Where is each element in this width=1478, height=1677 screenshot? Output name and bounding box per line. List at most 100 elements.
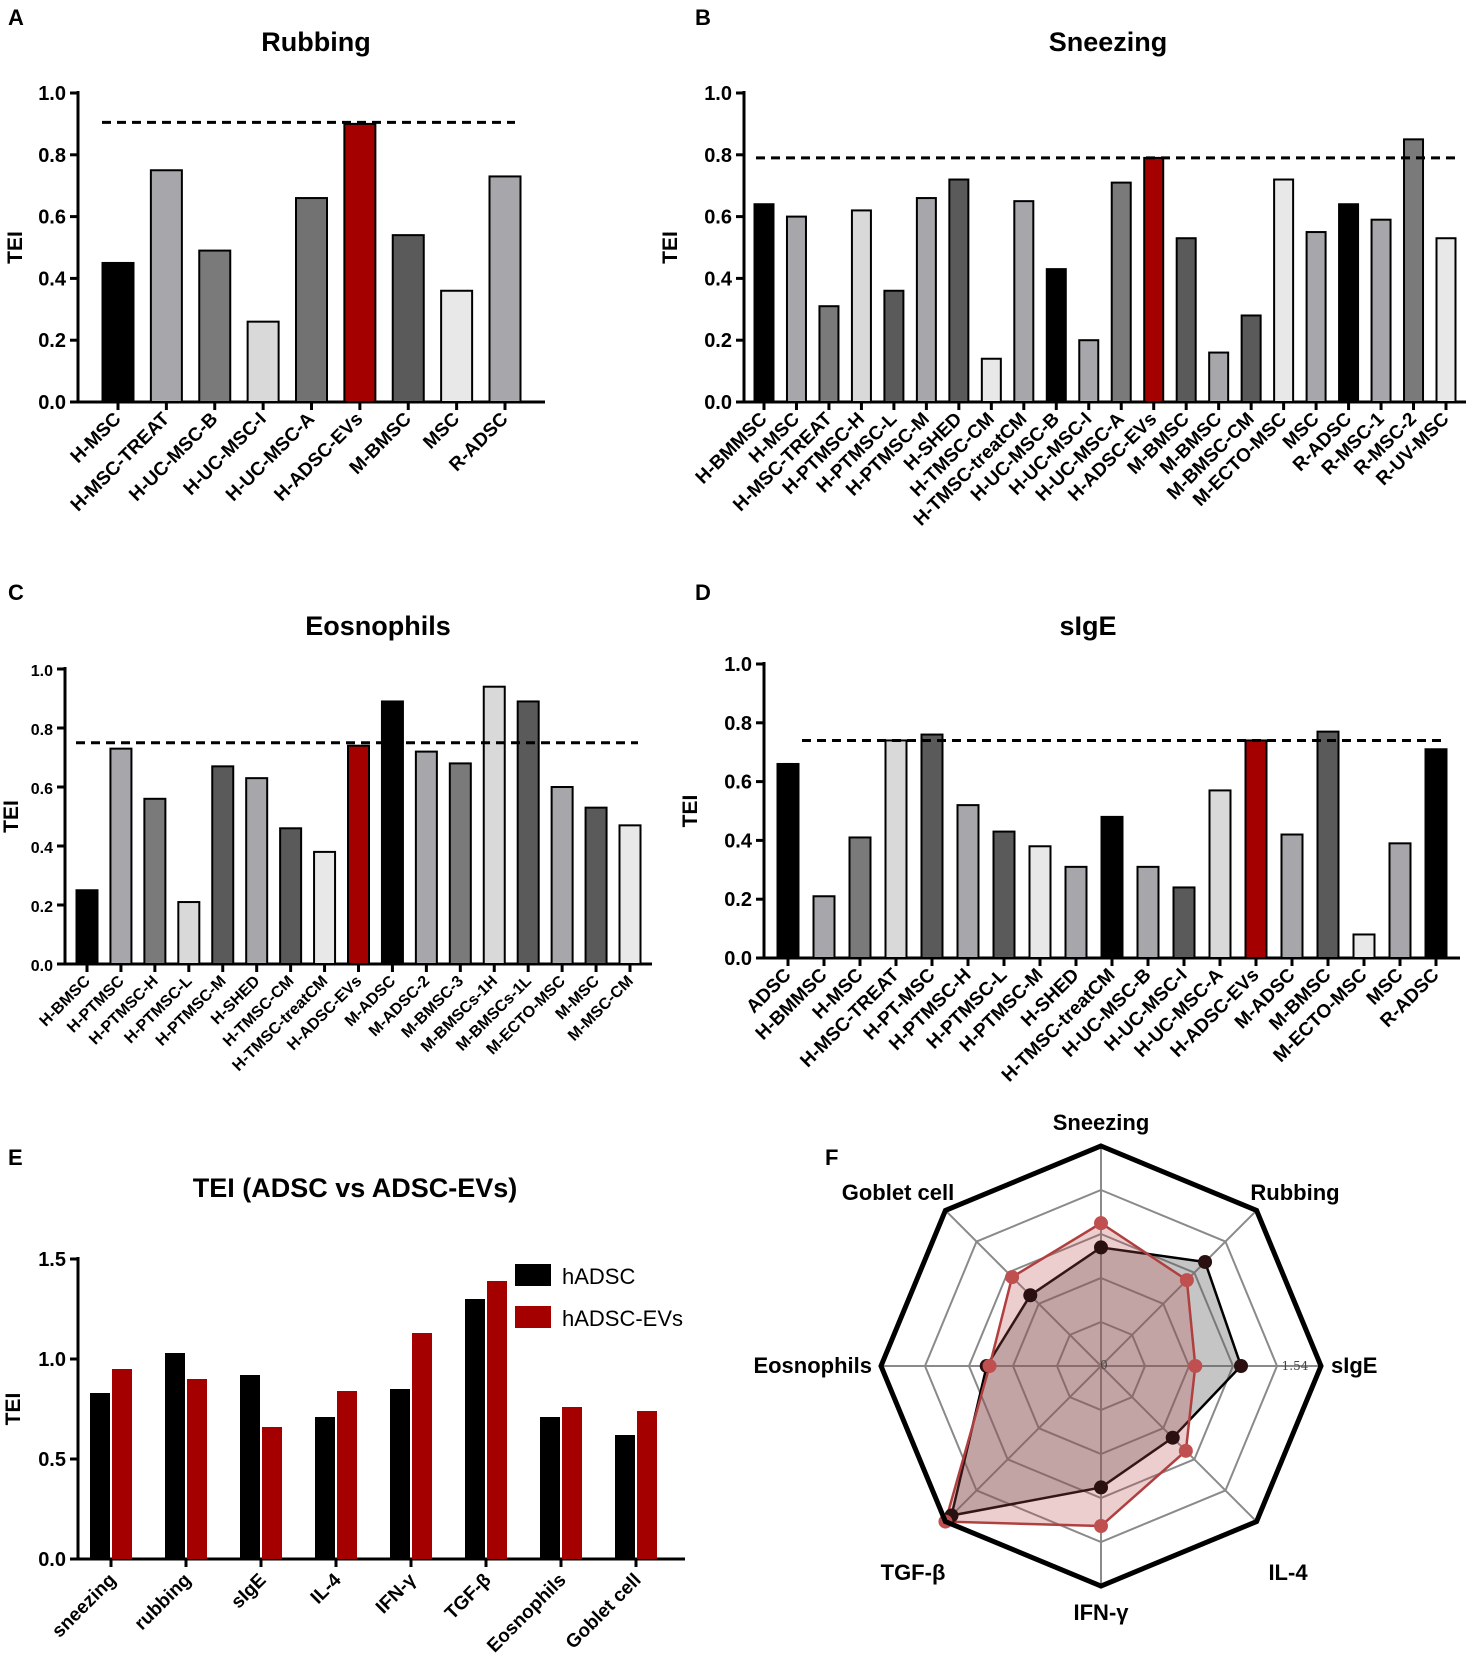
x-tick-label: rubbing (131, 1570, 196, 1635)
bar-hADSC-EVs (412, 1333, 432, 1559)
panel-letter-e: E (8, 1145, 23, 1170)
bar (1240, 314, 1262, 404)
radar-point-hADSC-EVs (982, 1359, 997, 1373)
y-tick-label: 0.4 (704, 268, 733, 290)
legend-label: hADSC (562, 1264, 635, 1289)
radar-axis-label: sIgE (1331, 1353, 1377, 1378)
bar (948, 178, 970, 403)
radar-point-hADSC (1023, 1288, 1038, 1303)
y-tick-label: 0.0 (38, 392, 66, 414)
bar (75, 889, 99, 965)
panel-a-rubbing-chart: Rubbing0.00.20.40.60.81.0TEIH-MSCH-MSC-T… (4, 27, 545, 516)
chart-title: Rubbing (261, 27, 370, 57)
bar (1110, 181, 1132, 403)
bar (279, 827, 303, 965)
bar (414, 750, 438, 965)
bar-hADSC (315, 1417, 335, 1559)
bar-hADSC (165, 1353, 185, 1559)
bar (177, 901, 201, 965)
bar (149, 169, 183, 403)
bar (1424, 748, 1448, 960)
radar-point-hADSC (1094, 1480, 1108, 1495)
radar-axis-label: Eosnophils (753, 1353, 872, 1378)
chart-title: TEI (ADSC vs ADSC-EVs) (193, 1173, 518, 1203)
panel-f-radar-chart: 0 1.54 Sneezing Rubbing sIgE IL-4 IFN-γ TGF-β Eo… (753, 1110, 1377, 1625)
y-tick-label: 0.4 (38, 268, 67, 290)
y-tick-label: 1.0 (724, 654, 752, 676)
radar-point-hADSC (1234, 1359, 1248, 1373)
x-tick-label: TGF-β (441, 1570, 495, 1624)
y-axis-label: TEI (2, 1393, 25, 1426)
bar-hADSC (90, 1393, 110, 1559)
bar (818, 305, 840, 403)
bar (915, 197, 937, 403)
panel-letter-c: C (8, 580, 24, 605)
radar-axis-label: IL-4 (1268, 1560, 1308, 1585)
bar (1305, 231, 1327, 403)
panel-d-sige-chart: sIgE0.00.20.40.60.81.0TEIADSCH-BMMSCH-MS… (679, 611, 1460, 1086)
bar (1175, 237, 1197, 403)
bar (785, 215, 807, 403)
panel-letter-b: B (695, 5, 711, 30)
y-tick-label: 1.0 (31, 663, 53, 680)
y-tick-label: 0.6 (724, 772, 752, 794)
bar-hADSC-EVs (562, 1407, 582, 1559)
bar (550, 786, 574, 965)
y-tick-label: 0.2 (724, 889, 752, 911)
radar-point-hADSC (1198, 1254, 1213, 1269)
legend-swatch (515, 1306, 551, 1328)
y-tick-label: 0.0 (31, 958, 53, 975)
bar (245, 777, 269, 966)
y-axis-label: TEI (679, 795, 702, 828)
radar-point-hADSC (1094, 1240, 1108, 1255)
bar (1172, 886, 1196, 959)
radar-spoke (944, 1209, 1102, 1367)
bar (488, 175, 522, 403)
chart-title: Eosnophils (305, 611, 451, 641)
y-tick-label: 0.6 (38, 207, 66, 229)
y-tick-label: 0.4 (724, 830, 753, 852)
bar (883, 289, 905, 404)
bar (295, 197, 328, 403)
bar (313, 850, 337, 966)
y-axis-label: TEI (0, 800, 23, 833)
bar (1273, 178, 1295, 403)
y-tick-label: 0.6 (704, 207, 732, 229)
bar (391, 234, 425, 403)
panel-e-comparison-chart: TEI (ADSC vs ADSC-EVs) 0.0 0.5 1.0 1.5 TEI sne… (2, 1173, 685, 1657)
bar (380, 700, 404, 965)
bar (440, 289, 474, 404)
y-tick-label: 0.0 (38, 1549, 66, 1571)
bar (347, 744, 370, 966)
bar (956, 804, 980, 959)
bar (343, 122, 377, 404)
panel-b-sneezing-chart: Sneezing0.00.20.40.60.81.0TEIH-BMMSCH-MS… (659, 27, 1466, 530)
bar (1208, 351, 1230, 403)
bar (1028, 845, 1052, 960)
radar-outline (878, 1143, 1324, 1589)
bar (1388, 842, 1412, 960)
radar-range-max: 1.54 (1282, 1359, 1309, 1373)
bar (101, 261, 135, 404)
bar (109, 747, 133, 966)
bar-hADSC (240, 1375, 260, 1559)
bar (1078, 339, 1100, 404)
y-axis-label: TEI (4, 231, 27, 264)
bar (848, 836, 872, 960)
bar (516, 700, 540, 965)
bar-hADSC-EVs (487, 1281, 507, 1559)
y-tick-label: 0.8 (724, 713, 752, 735)
radar-spoke (944, 1365, 1102, 1523)
bar (1403, 138, 1425, 403)
chart-title: sIgE (1059, 611, 1116, 641)
radar-point-hADSC-EVs (1005, 1270, 1020, 1285)
bar (1280, 833, 1304, 960)
y-tick-label: 1.0 (38, 1349, 66, 1371)
bar (1143, 156, 1165, 403)
x-tick-label: IL-4 (307, 1569, 346, 1608)
bar (992, 830, 1016, 960)
bar-hADSC-EVs (262, 1427, 282, 1559)
bar-hADSC (540, 1417, 560, 1559)
bar (776, 762, 800, 960)
radar-spoke (1100, 1365, 1258, 1523)
